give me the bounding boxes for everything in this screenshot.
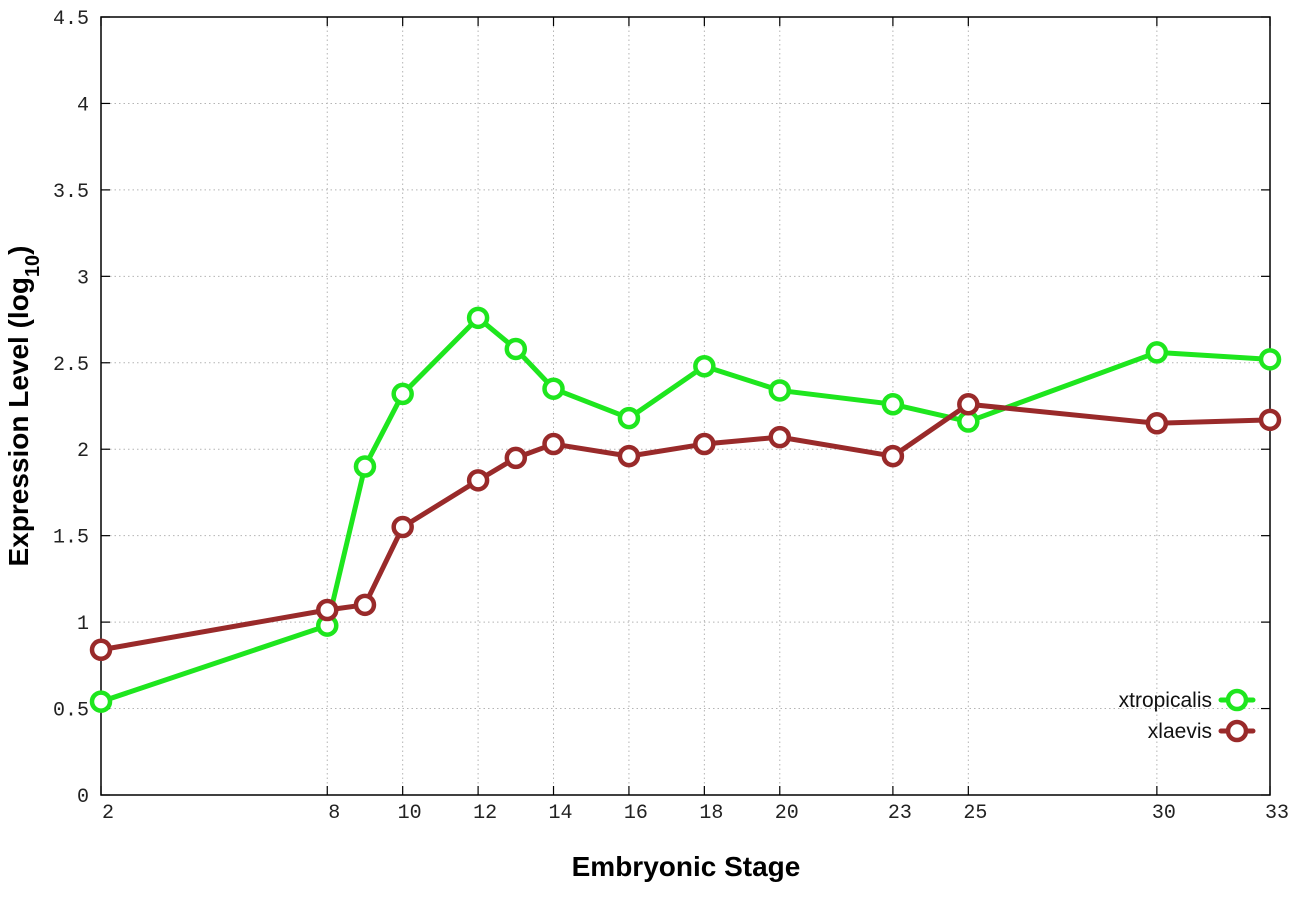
data-point-xlaevis [504, 446, 528, 470]
data-point-xtropicalis [504, 337, 528, 361]
y-tick-label: 0 [77, 786, 89, 809]
series-line-xlaevis [98, 401, 1273, 653]
data-point-xtropicalis [391, 382, 414, 406]
y-axis-title-close: ) [3, 246, 34, 255]
data-point-xlaevis [89, 638, 113, 662]
y-tick-label: 2 [77, 440, 89, 463]
x-tick-label: 2 [102, 802, 114, 825]
x-tick-label: 33 [1265, 802, 1289, 825]
tick-labels: 2 8 10 12 14 16 18 20 23 25 30 33 0 0.5 1 1.5 2 2.5 3 3.5 4 4… [53, 8, 1289, 825]
data-point-xlaevis [1258, 408, 1282, 432]
data-point-xtropicalis [466, 306, 490, 330]
data-point-xlaevis [617, 444, 641, 468]
data-point-xlaevis [542, 432, 565, 456]
y-axis-title-subscript: 10 [22, 255, 44, 277]
data-point-xtropicalis [542, 377, 565, 400]
series-xlaevis [89, 393, 1282, 662]
y-tick-label: 4.5 [53, 8, 89, 31]
y-tick-label: 3.5 [53, 181, 89, 204]
data-point-xlaevis [353, 593, 377, 617]
x-tick-label: 20 [775, 802, 799, 825]
y-tick-label: 2.5 [53, 354, 89, 377]
legend-label: xlaevis [1148, 720, 1212, 743]
series-line-xtropicalis [98, 315, 1273, 705]
x-axis-title: Embryonic Stage [572, 851, 801, 882]
data-point-xlaevis [391, 515, 414, 539]
data-point-xlaevis [881, 444, 905, 468]
data-point-xtropicalis [617, 406, 641, 430]
data-point-xtropicalis [881, 393, 905, 416]
x-tick-label: 25 [963, 802, 987, 825]
legend: xtropicalis xlaevis [1119, 688, 1256, 743]
plot-frame [100, 16, 1271, 796]
y-tick-label: 3 [77, 267, 89, 290]
axes [100, 16, 1271, 796]
data-point-xtropicalis [693, 354, 716, 378]
y-axis-title-main: Expression Level (log [3, 277, 34, 566]
legend-swatch-marker [1225, 719, 1249, 743]
legend-label: xtropicalis [1119, 689, 1212, 712]
x-tick-label: 30 [1152, 802, 1176, 825]
y-tick-label: 4 [77, 94, 89, 117]
data-point-xtropicalis [89, 690, 113, 713]
y-tick-label: 1 [77, 613, 89, 636]
data-point-xtropicalis [1145, 341, 1169, 364]
data-point-xlaevis [316, 598, 339, 622]
y-tick-label: 0.5 [53, 700, 89, 723]
legend-item-xtropicalis: xtropicalis [1119, 688, 1256, 712]
data-point-xtropicalis [353, 455, 377, 478]
data-point-xlaevis [466, 469, 490, 492]
legend-item-xlaevis: xlaevis [1148, 719, 1256, 743]
data-point-xlaevis [693, 432, 716, 456]
x-tick-label: 14 [549, 802, 573, 825]
legend-swatch-marker [1225, 688, 1249, 712]
grid [101, 17, 1270, 795]
data-point-xtropicalis [768, 379, 792, 402]
y-axis-title: Expression Level (log10) [3, 246, 44, 567]
data-point-xlaevis [957, 393, 980, 416]
data-point-xlaevis [1145, 412, 1169, 435]
series-layer [89, 306, 1282, 713]
data-point-xlaevis [768, 425, 792, 449]
x-tick-label: 23 [888, 802, 912, 825]
x-tick-label: 10 [398, 802, 422, 825]
x-tick-label: 12 [473, 802, 497, 825]
x-tick-label: 8 [328, 802, 340, 825]
data-point-xtropicalis [1258, 348, 1282, 371]
x-tick-label: 18 [699, 802, 723, 825]
x-tick-label: 16 [624, 802, 648, 825]
y-tick-label: 1.5 [53, 527, 89, 550]
series-xtropicalis [89, 306, 1282, 713]
